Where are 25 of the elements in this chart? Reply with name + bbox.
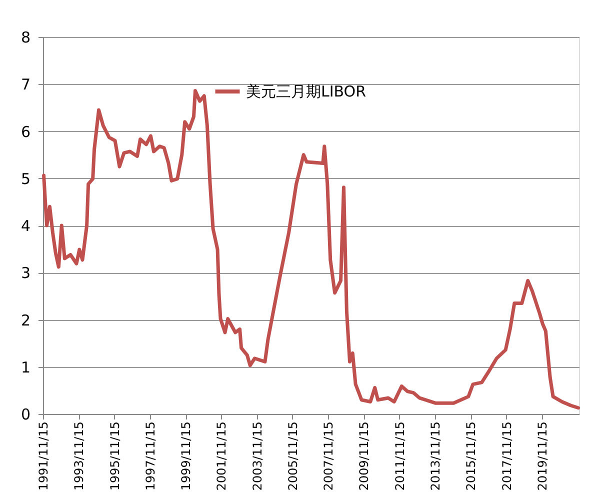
x-tick-label: 2017/11/15 bbox=[500, 422, 514, 491]
x-tick-label: 2007/11/15 bbox=[322, 422, 336, 491]
y-tick-label: 4 bbox=[20, 217, 30, 235]
y-tick-label: 2 bbox=[20, 311, 30, 330]
y-tick-label: 8 bbox=[20, 28, 30, 46]
y-tick-label: 7 bbox=[20, 76, 30, 94]
legend-label: 美元三月期LIBOR bbox=[246, 82, 366, 100]
x-tick-label: 2013/11/15 bbox=[428, 422, 442, 491]
x-tick-label: 2011/11/15 bbox=[392, 422, 407, 491]
y-tick-label: 3 bbox=[20, 264, 30, 282]
x-tick-label: 2005/11/15 bbox=[286, 422, 300, 491]
y-tick-label: 1 bbox=[20, 358, 30, 376]
x-tick-label: 1991/11/15 bbox=[36, 422, 50, 491]
y-tick-label: 6 bbox=[20, 122, 30, 141]
x-tick-label: 1993/11/15 bbox=[72, 422, 86, 491]
x-tick-label: 2015/11/15 bbox=[464, 422, 478, 491]
y-tick-label: 5 bbox=[20, 170, 30, 188]
x-tick-label: 2001/11/15 bbox=[214, 422, 229, 491]
x-tick-label: 2003/11/15 bbox=[250, 422, 264, 491]
x-tick-label: 2019/11/15 bbox=[535, 422, 550, 491]
y-tick-label: 0 bbox=[20, 406, 30, 424]
x-tick-label: 2009/11/15 bbox=[357, 422, 372, 491]
x-tick-label: 1999/11/15 bbox=[179, 422, 194, 491]
x-tick-label: 1997/11/15 bbox=[143, 422, 158, 491]
x-tick-label: 1995/11/15 bbox=[108, 422, 122, 491]
